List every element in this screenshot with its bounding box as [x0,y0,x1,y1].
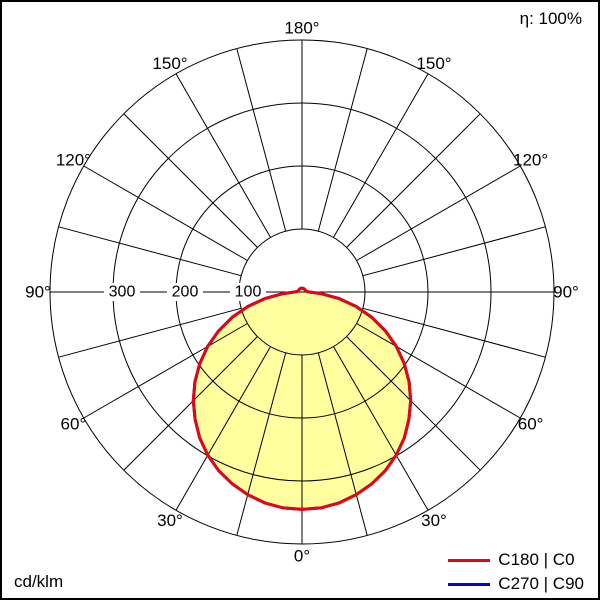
legend-line-swatch [448,582,491,586]
svg-text:300: 300 [109,284,136,301]
svg-text:0°: 0° [294,547,310,566]
polar-grid [49,39,555,545]
svg-text:90°: 90° [25,283,51,302]
svg-text:60°: 60° [518,415,544,434]
svg-text:100: 100 [235,284,262,301]
svg-text:60°: 60° [61,415,87,434]
radial-tick-labels: 100 200 300 [104,283,266,301]
svg-text:200: 200 [172,284,199,301]
intensity-curve-c180-c0 [191,286,413,511]
svg-text:150°: 150° [152,54,187,73]
legend-label: C180 | C0 [498,550,575,569]
svg-text:150°: 150° [416,54,451,73]
legend: C180 | C0 C270 | C90 [448,550,584,594]
legend-line-swatch [448,558,491,562]
svg-text:180°: 180° [284,19,319,38]
angle-labels: 0° 30° 30° 60° 60° 90° 90° 120° 120° 150° 150° 180° [25,19,579,566]
legend-item: C180 | C0 [448,550,584,570]
legend-label: C270 | C90 [498,574,584,593]
efficiency-label: η: 100% [519,9,582,28]
svg-text:30°: 30° [157,511,183,530]
legend-item: C270 | C90 [448,574,584,594]
svg-text:90°: 90° [553,283,579,302]
svg-text:30°: 30° [421,511,447,530]
svg-text:120°: 120° [56,151,91,170]
svg-text:120°: 120° [513,151,548,170]
unit-label: cd/klm [14,572,64,591]
